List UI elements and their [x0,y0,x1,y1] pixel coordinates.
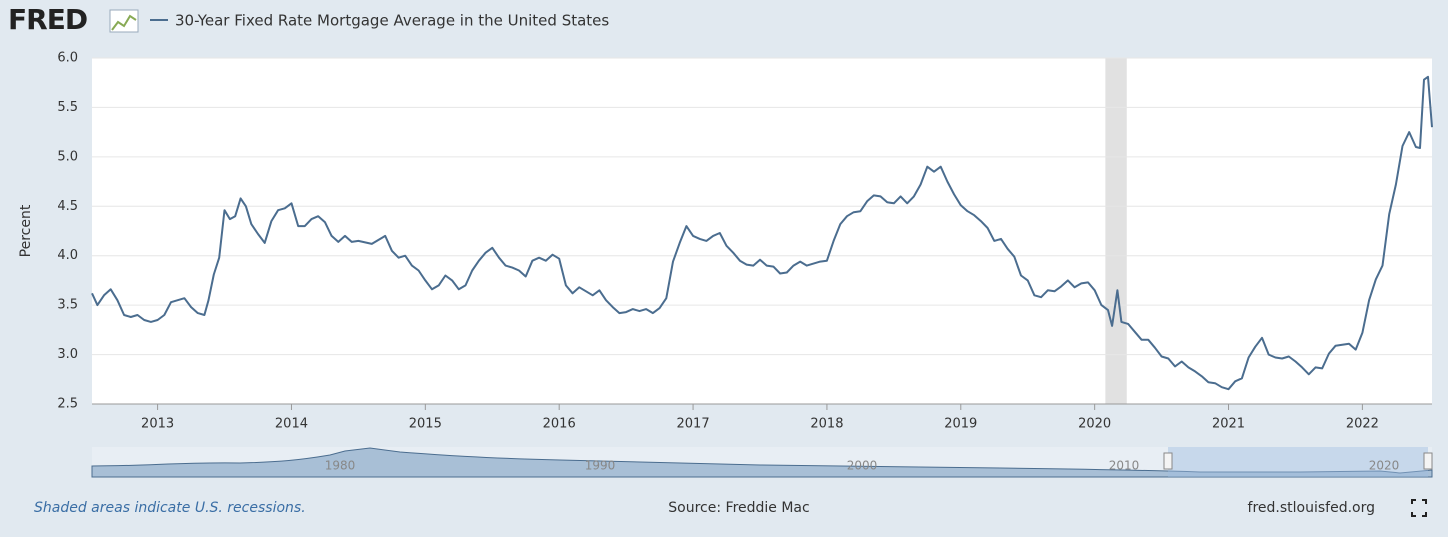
x-tick-label: 2019 [944,417,977,432]
y-tick-label: 3.0 [57,347,78,362]
y-tick-label: 6.0 [57,51,78,66]
navigator-label: 2010 [1109,459,1140,473]
navigator-label: 2000 [847,459,878,473]
logo: FRED [8,3,87,36]
navigator-selection[interactable] [1168,447,1428,477]
series-line [91,75,1433,391]
fullscreen-icon[interactable] [1411,499,1427,517]
navigator: 1980 1990 2000 2010 2020 [91,447,1433,478]
source: Source: Freddie Mac [668,500,809,516]
navigator-label: 1980 [325,459,356,473]
y-tick-label: 2.5 [57,397,78,412]
x-tick-label: 2013 [141,417,174,432]
navigator-handle[interactable] [1423,452,1433,470]
x-tick-label: 2022 [1346,417,1379,432]
x-tick-label: 2021 [1212,417,1245,432]
y-tick-label: 5.0 [57,149,78,164]
x-tick-label: 2017 [677,417,710,432]
y-tick-label: 3.5 [57,298,78,313]
plot: 2.5 3.0 3.5 4.0 4.5 5.0 5.5 6.0 2013 2014 2015 2016… [57,51,1433,432]
logo-line [111,14,137,31]
x-tick-label: 2020 [1078,417,1111,432]
y-tick-label: 5.5 [57,100,78,115]
logo-icon [109,9,139,33]
footnote: Shaded areas indicate U.S. recessions. [34,500,306,516]
y-axis-label: Percent [18,204,34,257]
navigator-handle[interactable] [1163,452,1173,470]
x-tick-label: 2018 [810,417,843,432]
plot-area [92,58,1432,404]
navigator-label: 1990 [585,459,616,473]
recession-band [1105,58,1127,404]
site-link[interactable]: fred.stlouisfed.org [1248,500,1375,516]
x-tick-label: 2014 [275,417,308,432]
legend-label: 30-Year Fixed Rate Mortgage Average in t… [175,12,609,30]
navigator-label: 2020 [1369,459,1400,473]
navigator-area [91,447,1433,478]
x-tick-label: 2015 [409,417,442,432]
y-tick-label: 4.0 [57,248,78,263]
x-tick-label: 2016 [543,417,576,432]
y-tick-label: 4.5 [57,199,78,214]
